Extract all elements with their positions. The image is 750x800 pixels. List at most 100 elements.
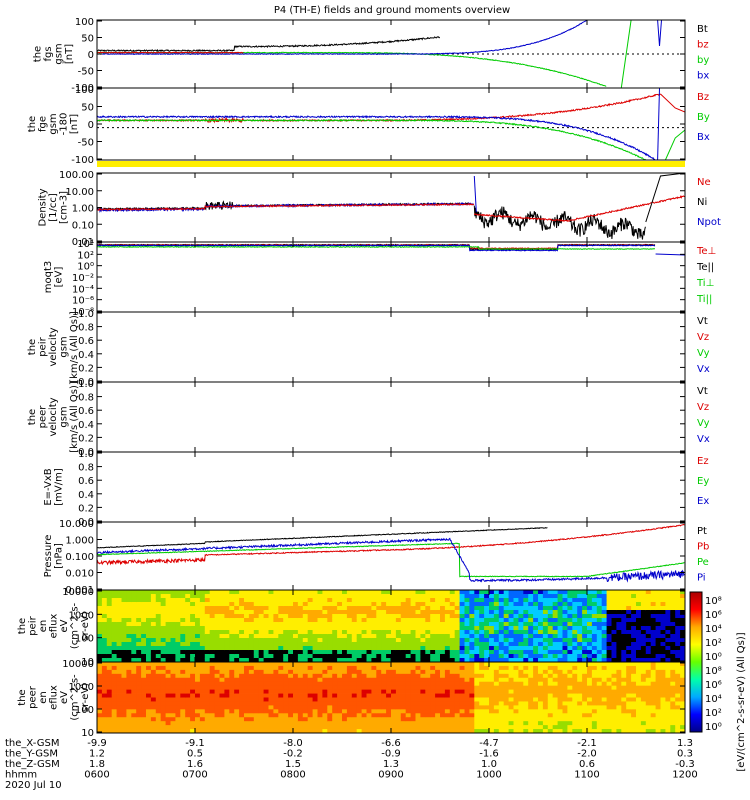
peir_spec-cell — [317, 614, 323, 619]
peer_spec-cell — [449, 697, 456, 702]
peir_spec-cell — [126, 610, 132, 615]
peer_spec-cell — [523, 709, 529, 714]
peir_spec-cell — [322, 614, 328, 619]
peir_spec-cell — [680, 634, 685, 639]
peer_spec-cell — [606, 729, 612, 733]
peir_spec-cell — [307, 602, 313, 607]
peir_spec-cell — [288, 634, 294, 639]
peer_spec-cell — [528, 685, 534, 691]
xaxis-value: 0800 — [280, 770, 305, 781]
peer_spec-ytick: 1000 — [69, 682, 94, 693]
peer_spec-cell — [557, 681, 563, 687]
peir_spec-cell — [190, 634, 196, 639]
peir_spec-cell — [567, 602, 573, 607]
peer_spec-cell — [342, 662, 348, 667]
peer_spec-cell — [121, 673, 127, 679]
peir_spec-cell — [297, 594, 304, 599]
peir_spec-cell — [288, 622, 294, 627]
peer_spec-cell — [435, 713, 441, 718]
peer_spec-cell — [307, 717, 313, 722]
peir_spec-cell — [591, 642, 598, 647]
peir_spec-cell — [317, 630, 323, 635]
peir_spec-cell — [150, 602, 157, 607]
peer_spec-cell — [626, 717, 632, 722]
xaxis-value: -2.0 — [577, 749, 597, 760]
peir_spec-cell — [302, 650, 309, 655]
peir_spec-cell — [395, 610, 402, 615]
peir_spec-cell — [557, 658, 563, 662]
peer_spec-cell — [141, 673, 147, 679]
peir_spec-cell — [425, 650, 431, 655]
peir_spec-cell — [106, 594, 113, 599]
peer_spec-cell — [582, 717, 588, 722]
peer_spec-cell — [640, 681, 647, 687]
peir_spec-cell — [498, 642, 505, 647]
peir_spec-cell — [175, 606, 181, 611]
peer_spec-cell — [195, 713, 201, 718]
peer_spec-cell — [616, 681, 622, 687]
peir_spec-cell — [180, 658, 186, 662]
peir_spec-cell — [552, 634, 558, 639]
peir_spec-cell — [420, 614, 426, 619]
peer_spec-cell — [655, 717, 661, 722]
peer_spec-cell — [621, 701, 627, 706]
fge-ytick: 0 — [88, 120, 94, 131]
peir_spec-cell — [155, 602, 162, 607]
peir_spec-cell — [175, 614, 181, 619]
peir_spec-cell — [97, 614, 103, 619]
peer_spec-cell — [636, 701, 642, 706]
peir_spec-cell — [601, 610, 607, 615]
peir_spec-cell — [302, 638, 309, 643]
peir_spec-cell — [219, 602, 225, 607]
peer_spec-cell — [121, 725, 127, 730]
peir_spec-cell — [425, 590, 431, 595]
peer_spec-cell — [562, 681, 568, 687]
peir_spec-cell — [346, 594, 353, 599]
peer_spec-cell — [229, 693, 235, 698]
peir_spec-cell — [248, 634, 255, 639]
peer_spec-cell — [459, 729, 465, 733]
peir_spec-cell — [327, 610, 333, 615]
peer_spec-cell — [204, 697, 211, 702]
peer_spec-cell — [180, 729, 186, 733]
peir_spec-cell — [244, 650, 250, 655]
xaxis-value: -2.1 — [577, 738, 597, 749]
peer_spec-cell — [601, 665, 607, 671]
peir_spec-cell — [126, 606, 132, 611]
peir_spec-cell — [376, 634, 382, 639]
peer_spec-cell — [528, 669, 534, 675]
peir_spec-cell — [155, 618, 162, 623]
peer_spec-cell — [307, 669, 313, 675]
peir_spec-cell — [273, 598, 279, 603]
peir_spec-cell — [121, 630, 127, 635]
peir_spec-cell — [297, 630, 304, 635]
peer_spec-cell — [596, 725, 603, 730]
peir_spec-cell — [170, 634, 176, 639]
peer_spec-cell — [547, 689, 554, 694]
peer_spec-cell — [665, 689, 671, 694]
peer_spec-cell — [415, 681, 421, 687]
peir_spec-cell — [248, 650, 255, 655]
peir_spec-cell — [587, 654, 593, 659]
peir_spec-cell — [596, 626, 603, 631]
peir_spec-cell — [631, 630, 637, 635]
peer_spec-cell — [278, 713, 284, 718]
peir_spec-cell — [616, 654, 622, 659]
peir_spec-cell — [400, 618, 407, 623]
peer_spec-cell — [415, 717, 421, 722]
peer_spec-cell — [489, 681, 495, 687]
peir_spec-cell — [680, 590, 685, 595]
peer_spec-cell — [111, 725, 117, 730]
peer_spec-cell — [430, 673, 436, 679]
peir_spec-cell — [640, 658, 647, 662]
peir_spec-cell — [121, 646, 127, 651]
peer_spec-cell — [577, 701, 583, 706]
peer_spec-cell — [533, 721, 539, 726]
peer_spec-cell — [562, 729, 568, 733]
fge-by-line-late — [664, 129, 685, 160]
peir_spec-cell — [533, 654, 539, 659]
peir_spec-cell — [631, 650, 637, 655]
peer_spec-cell — [195, 701, 201, 706]
peer_spec-cell — [307, 689, 313, 694]
peer_spec-cell — [562, 685, 568, 691]
